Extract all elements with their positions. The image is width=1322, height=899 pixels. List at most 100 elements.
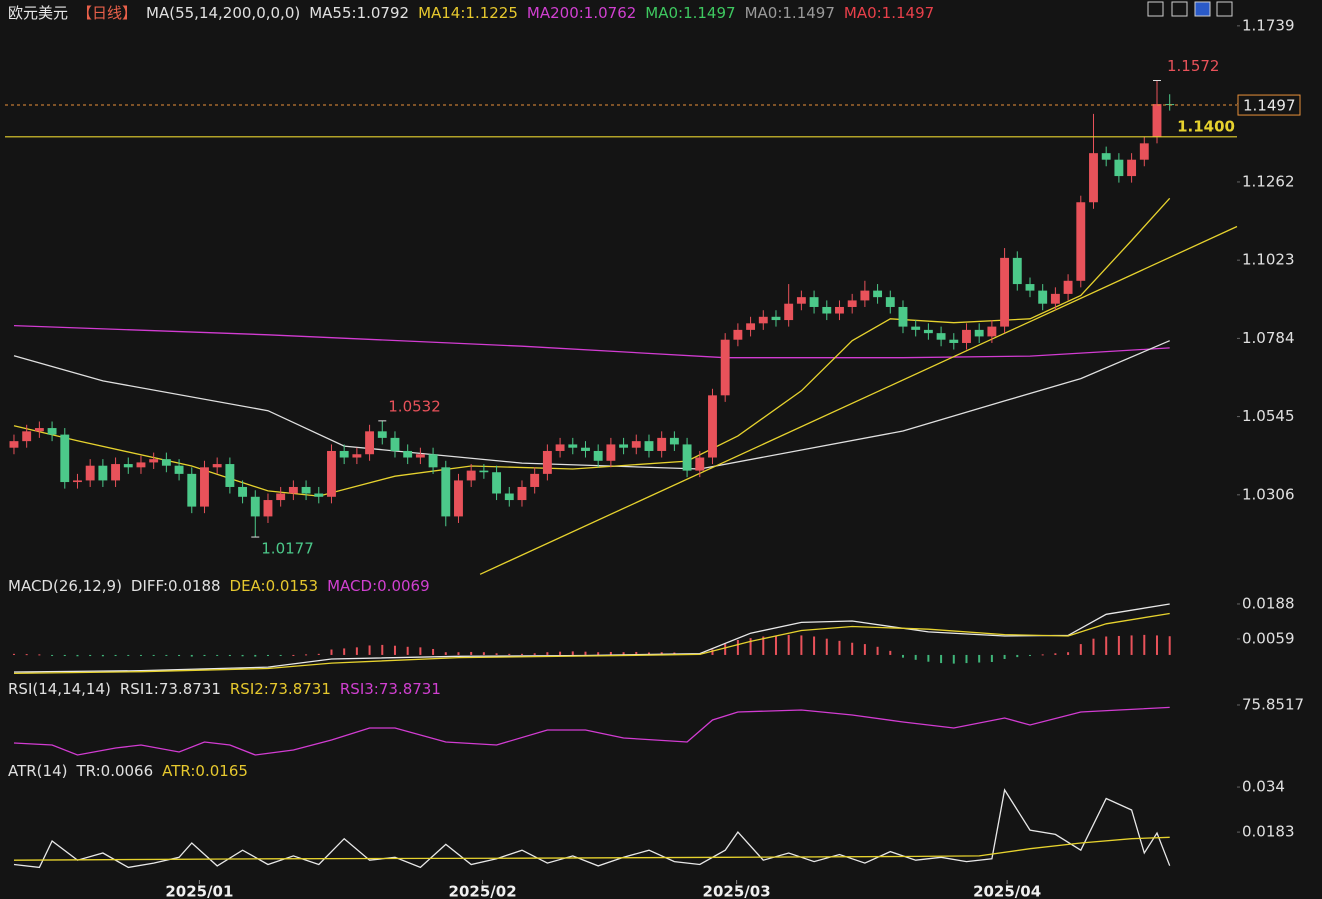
candle-body xyxy=(161,459,171,466)
legend-entry: MA55:1.0792 xyxy=(309,3,410,22)
candle-body xyxy=(85,465,95,481)
macd-bar xyxy=(965,654,968,664)
macd-bar xyxy=(292,654,295,656)
candle-body xyxy=(682,444,692,471)
macd-bar xyxy=(1016,654,1019,658)
macd-bar xyxy=(863,644,866,655)
macd-bar xyxy=(482,652,485,655)
macd-bar xyxy=(127,654,130,656)
legend-entry: MA14:1.1225 xyxy=(418,3,518,22)
macd-bar xyxy=(1155,635,1158,655)
candle-body xyxy=(200,467,209,507)
legend-entry: MA0:1.1497 xyxy=(645,3,736,22)
tool-icon[interactable] xyxy=(1194,1,1211,17)
macd-bar xyxy=(1130,635,1133,655)
candle-body xyxy=(860,290,870,301)
candle-body xyxy=(390,437,400,451)
legend-entry: RSI2:73.8731 xyxy=(229,680,331,698)
macd-bar xyxy=(508,653,511,655)
tool-icon[interactable] xyxy=(1216,1,1233,17)
legend: 欧元美元 【日线】 MA(55,14,200,0,0,0) MA55:1.0792 MA… xyxy=(8,2,934,23)
macd-bar xyxy=(914,654,917,660)
y-tick-label: 0.034 xyxy=(1242,778,1285,796)
macd-bar xyxy=(559,651,562,655)
candle-body xyxy=(34,428,44,432)
macd-bar xyxy=(393,645,396,655)
line xyxy=(13,836,1170,861)
macd-bar xyxy=(533,653,536,655)
macd-bar xyxy=(1041,654,1044,656)
macd-bar xyxy=(736,640,739,655)
candle-body xyxy=(466,470,476,481)
macd-bar xyxy=(584,651,587,655)
legend-entry: DIFF:0.0188 xyxy=(130,577,221,595)
macd-bar xyxy=(711,649,714,655)
macd-bar xyxy=(203,654,206,657)
candle-body xyxy=(581,447,590,451)
macd-bar xyxy=(952,654,955,664)
macd-bar xyxy=(114,654,117,657)
macd-bar xyxy=(851,642,854,655)
macd-bar xyxy=(622,652,625,655)
candle-body xyxy=(301,486,311,494)
line xyxy=(479,225,1238,575)
macd-bar xyxy=(165,654,168,656)
candle-body xyxy=(1076,202,1086,281)
candle-body xyxy=(733,329,743,340)
candle-body xyxy=(47,428,57,435)
macd-bar xyxy=(978,654,981,663)
macd-bar xyxy=(419,647,422,655)
candle-body xyxy=(898,306,908,327)
legend-entry: MA0:1.1497 xyxy=(744,3,835,22)
line xyxy=(13,706,1170,756)
macd-bar xyxy=(889,650,892,655)
macd-bar xyxy=(749,638,752,655)
y-tick-label: 0.0183 xyxy=(1242,823,1295,841)
macd-bar xyxy=(368,645,371,655)
candle-body xyxy=(923,329,933,334)
candle-body xyxy=(822,306,832,314)
tool-icon[interactable] xyxy=(1147,1,1164,17)
candle-body xyxy=(835,306,844,314)
macd-bar xyxy=(609,651,612,655)
macd-bar xyxy=(381,644,384,655)
candle-body xyxy=(758,316,768,324)
extreme-label: 1.1572 xyxy=(1167,57,1220,75)
candle-body xyxy=(885,297,895,307)
candle-body xyxy=(708,395,717,458)
macd-bar xyxy=(330,649,333,655)
candle-body xyxy=(327,450,336,497)
candle-body xyxy=(276,493,286,501)
candle-body xyxy=(1012,257,1022,285)
candle-body xyxy=(377,431,387,438)
macd-bar xyxy=(800,635,803,655)
candle-body xyxy=(1114,159,1124,177)
candle-body xyxy=(441,467,451,517)
macd-bar xyxy=(876,646,879,655)
macd-bar xyxy=(1028,654,1031,656)
macd-bar xyxy=(546,652,549,655)
candle-body xyxy=(619,444,629,448)
candle-body xyxy=(339,450,349,458)
macd-bar xyxy=(1054,653,1057,655)
y-tick-label: 0.0188 xyxy=(1242,594,1295,612)
last-price-box xyxy=(1237,94,1301,116)
x-tick-label: 2025/04 xyxy=(973,883,1041,899)
macd-bar xyxy=(444,652,447,655)
macd-bar xyxy=(51,654,54,656)
line xyxy=(13,324,1170,359)
tool-icon[interactable] xyxy=(1171,1,1188,17)
candle-body xyxy=(123,464,133,468)
y-tick-label: 1.1739 xyxy=(1242,16,1295,34)
y-tick-label: 1.1262 xyxy=(1242,172,1295,190)
line xyxy=(13,612,1170,675)
candle-body xyxy=(1139,143,1149,160)
candle-body xyxy=(1063,280,1073,294)
candle-body xyxy=(1050,293,1060,304)
candle-body xyxy=(263,500,273,517)
macd-bar xyxy=(1143,634,1146,655)
candle-body xyxy=(60,434,70,483)
macd-bar xyxy=(228,654,231,657)
candle-body xyxy=(9,441,19,448)
macd-bar xyxy=(813,636,816,655)
